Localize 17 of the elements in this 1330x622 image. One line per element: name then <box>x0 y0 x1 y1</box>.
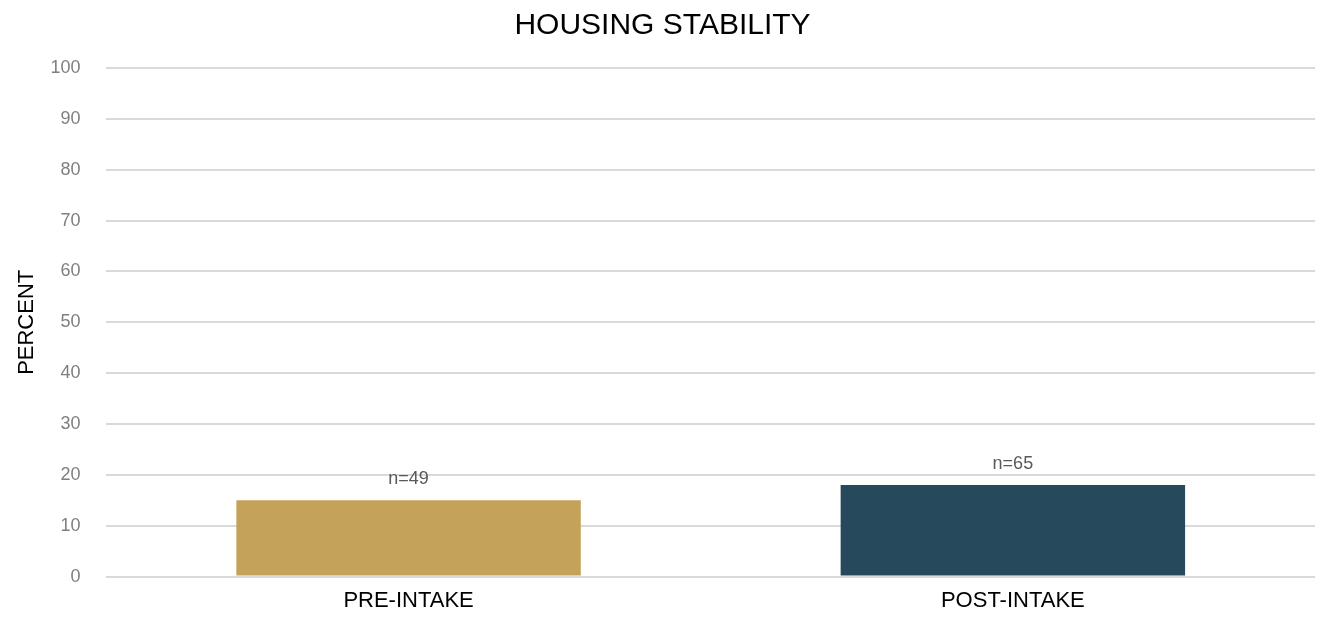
y-tick-label: 0 <box>70 565 81 586</box>
y-tick-label: 10 <box>60 514 81 535</box>
annotation: n=65 <box>992 453 1034 474</box>
y-tick-label: 50 <box>60 311 81 332</box>
y-tick-label: 40 <box>60 362 81 383</box>
chart-title: HOUSING STABILITY <box>514 7 811 41</box>
y-tick-label: 80 <box>60 158 81 179</box>
y-tick-label: 90 <box>60 107 81 128</box>
y-tick-label: 30 <box>60 412 81 433</box>
y-tick-label: 100 <box>50 56 81 77</box>
x-tick-label: POST-INTAKE <box>940 586 1085 612</box>
y-axis-title: PERCENT <box>13 269 39 375</box>
y-tick-label: 60 <box>60 260 81 281</box>
annotation: n=49 <box>388 468 429 489</box>
y-tick-label: 20 <box>60 463 81 484</box>
y-tick-label: 70 <box>60 209 81 230</box>
x-tick-label: PRE-INTAKE <box>343 586 474 612</box>
